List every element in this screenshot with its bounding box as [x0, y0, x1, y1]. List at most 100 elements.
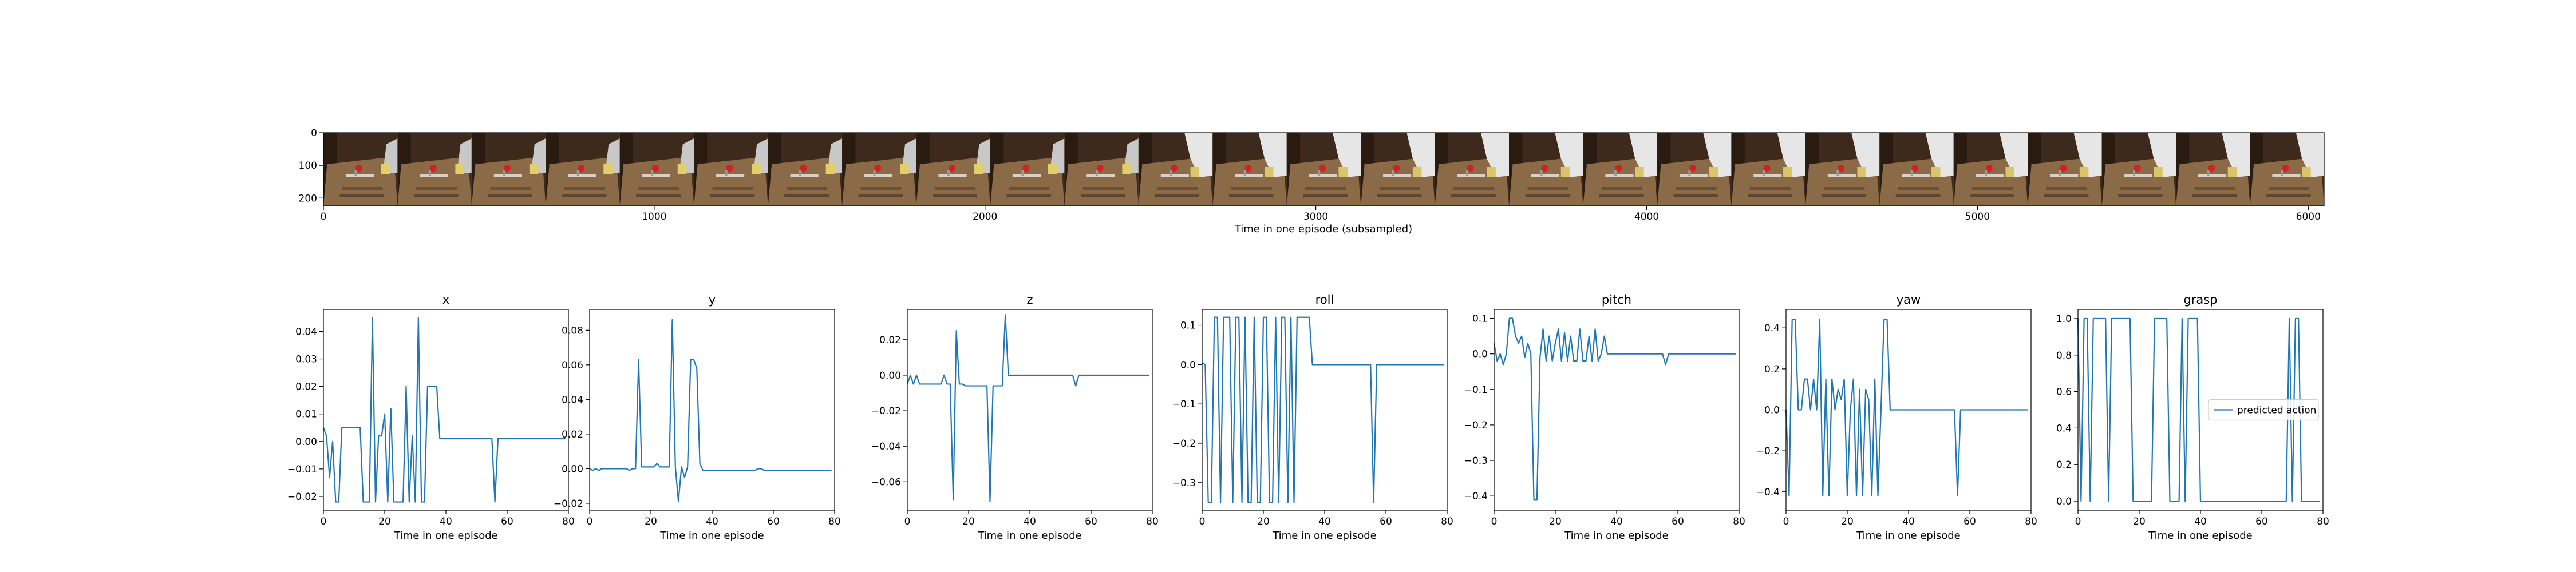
y-tick-label: −0.2 [1756, 446, 1780, 457]
x-tick-label: 40 [1024, 516, 1036, 527]
frame-text-mark [1676, 187, 1717, 190]
frame-pole [1243, 170, 1246, 176]
filmstrip-x-tick-label: 2000 [973, 211, 997, 223]
frame-plate [1160, 174, 1189, 177]
frame-robot-arm [2296, 133, 2324, 177]
frame-text-mark [2266, 194, 2311, 197]
frame-text-mark [2046, 187, 2087, 190]
x-tick-label: 40 [706, 516, 718, 527]
filmstrip-frame [471, 133, 546, 206]
x-tick-label: 80 [2317, 516, 2329, 527]
frame-plate [493, 174, 522, 177]
frame-yellow-object [455, 164, 464, 174]
frame-plate [642, 174, 670, 177]
frame-text-mark [858, 194, 903, 197]
legend: predicted action [2208, 399, 2319, 421]
frame-red-object [1318, 165, 1326, 172]
frame-pole [1985, 170, 1988, 176]
frame-yellow-object [1635, 167, 1644, 177]
x-tick-label: 60 [1085, 516, 1097, 527]
subplot-title: x [442, 293, 449, 307]
filmstrip-frame [2250, 133, 2324, 206]
frame-plate [1457, 174, 1485, 177]
frame-text-mark [1972, 187, 2013, 190]
frame-red-object [1615, 165, 1622, 172]
frame-red-object [429, 165, 437, 172]
frame-yellow-object [1412, 167, 1422, 177]
frame-table [768, 157, 843, 206]
frame-robot-arm [2000, 133, 2028, 177]
x-axis-label: Time in one episode [659, 530, 764, 542]
frame-yellow-object [825, 164, 835, 174]
frame-plate [1753, 174, 1782, 177]
y-tick-label: 0.06 [562, 360, 583, 371]
x-tick-label: 0 [2075, 516, 2081, 527]
x-tick-label: 80 [562, 516, 575, 527]
frame-pole [2281, 170, 2283, 176]
filmstrip-frame [916, 133, 990, 206]
frame-text-mark [1453, 187, 1495, 190]
y-tick-label: 0.02 [562, 429, 583, 440]
filmstrip-x-tick-label: 3000 [1303, 211, 1328, 223]
filmstrip-frame-border [323, 132, 2325, 206]
x-tick-label: 0 [1199, 516, 1206, 527]
frame-robot-arm [2222, 133, 2250, 177]
frame-text-mark [933, 194, 977, 197]
filmstrip-frame [1509, 133, 1583, 206]
frame-text-mark [1601, 187, 1643, 190]
frame-yellow-object [1122, 164, 1131, 174]
frame-table [619, 157, 694, 206]
x-tick-label: 60 [1672, 516, 1684, 527]
y-tick-label: 0.04 [295, 326, 317, 337]
subplot-grasp: grasp 0 20 40 60 80 0.0 0.2 0.4 0.6 0.8 1.0 Time in … [2056, 293, 2329, 542]
frame-pole [1466, 170, 1469, 176]
frame-yellow-object [1709, 167, 1718, 177]
frame-red-object [651, 165, 659, 172]
frame-text-mark [1082, 187, 1124, 190]
filmstrip-x-tick-label: 5000 [1965, 211, 1990, 223]
frame-text-mark [1231, 187, 1272, 190]
filmstrip-frame [1805, 133, 1880, 206]
series-line [906, 314, 1149, 502]
frame-pole [725, 170, 728, 176]
y-tick-label: 0.0 [2056, 496, 2072, 507]
frame-text-mark [342, 187, 383, 190]
frame-red-object [578, 165, 585, 172]
frame-text-mark [1599, 194, 1644, 197]
x-tick-label: 80 [828, 516, 841, 527]
frame-yellow-object [752, 164, 761, 174]
frame-text-mark [1527, 187, 1568, 190]
frame-yellow-object [677, 164, 687, 174]
frame-pole [1170, 170, 1172, 176]
frame-table [323, 157, 398, 206]
frame-yellow-object [1783, 167, 1792, 177]
subplot-y: y 0 20 40 60 80 −0.02 0.00 0.02 0.04 0.06 0.08 Time … [554, 293, 841, 542]
frame-robot-arm [1777, 133, 1805, 177]
frame-red-object [1022, 165, 1030, 172]
frame-text-mark [1157, 187, 1198, 190]
frame-text-mark [562, 194, 607, 197]
frame-text-mark [2044, 194, 2089, 197]
y-tick-label: 0.0 [1472, 349, 1488, 360]
filmstrip-axes: 0 1000 2000 3000 4000 5000 6000 0 100 200 [299, 128, 2321, 223]
x-tick-label: 40 [1610, 516, 1623, 527]
frame-pole [354, 170, 357, 176]
frame-plate [2272, 174, 2301, 177]
y-tick-label: −0.3 [1464, 455, 1488, 467]
y-tick-label: 0.4 [2056, 423, 2072, 434]
y-tick-label: 0.03 [295, 354, 317, 366]
x-tick-label: 40 [440, 516, 452, 527]
filmstrip-frame [1657, 133, 1732, 206]
y-tick-label: 0.1 [1180, 320, 1196, 332]
x-axis-label: Time in one episode [1272, 530, 1377, 542]
frame-text-mark [1080, 194, 1125, 197]
subplot-title: y [709, 293, 716, 307]
frame-pole [428, 170, 431, 176]
frame-plate [420, 174, 448, 177]
filmstrip-frame [1064, 133, 1139, 206]
frame-yellow-object [381, 164, 390, 174]
frame-text-mark [1525, 194, 1570, 197]
frame-pole [1910, 170, 1913, 176]
y-tick-label: 0.1 [1472, 313, 1488, 325]
frame-text-mark [1898, 187, 1939, 190]
